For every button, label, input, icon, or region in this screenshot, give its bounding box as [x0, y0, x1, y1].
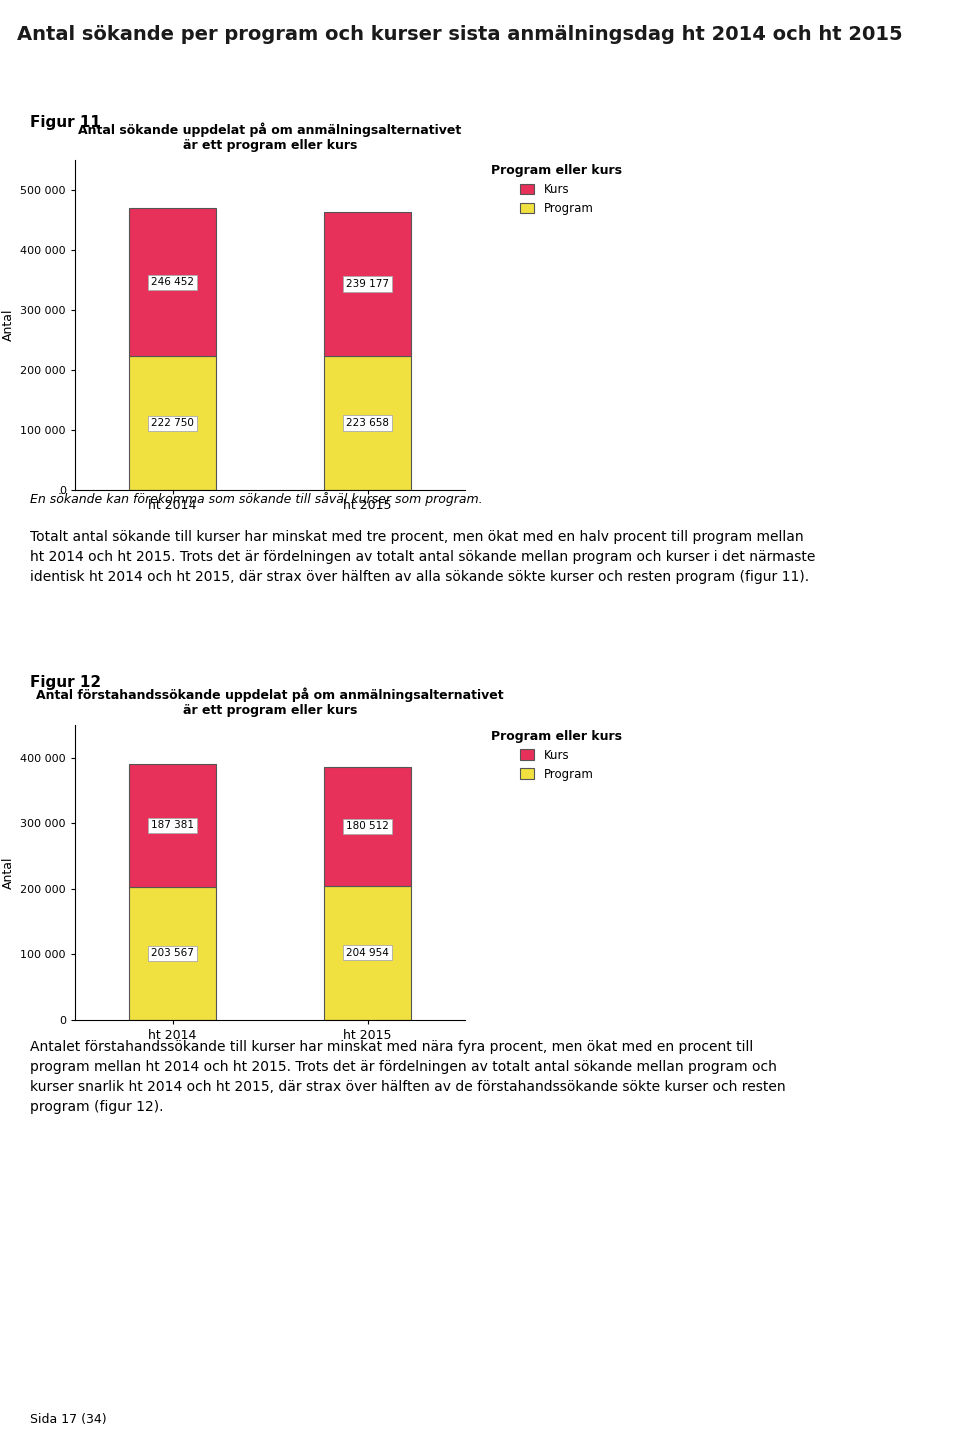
Title: Antal förstahandssökande uppdelat på om anmälningsalternativet
är ett program el: Antal förstahandssökande uppdelat på om …	[36, 688, 504, 717]
Text: 239 177: 239 177	[346, 279, 389, 289]
Text: 223 658: 223 658	[346, 418, 389, 428]
Bar	[129, 209, 216, 357]
Bar	[324, 768, 412, 885]
Bar	[324, 885, 412, 1020]
Title: Antal sökande uppdelat på om anmälningsalternativet
är ett program eller kurs: Antal sökande uppdelat på om anmälningsa…	[79, 122, 462, 152]
Text: 246 452: 246 452	[151, 277, 194, 287]
Text: 203 567: 203 567	[151, 949, 194, 958]
Text: Antal sökande per program och kurser sista anmälningsdag ht 2014 och ht 2015: Antal sökande per program och kurser sis…	[17, 25, 903, 45]
Text: Totalt antal sökande till kurser har minskat med tre procent, men ökat med en ha: Totalt antal sökande till kurser har min…	[30, 530, 815, 585]
Text: 204 954: 204 954	[346, 948, 389, 958]
Text: 187 381: 187 381	[151, 820, 194, 830]
Y-axis label: Antal: Antal	[2, 856, 14, 889]
Y-axis label: Antal: Antal	[2, 309, 14, 341]
Bar	[324, 355, 412, 490]
Bar	[129, 887, 216, 1020]
Text: Sida 17 (34): Sida 17 (34)	[30, 1412, 107, 1425]
Bar	[324, 212, 412, 355]
Bar	[129, 763, 216, 887]
Text: En sökande kan förekomma som sökande till såväl kurser som program.: En sökande kan förekomma som sökande til…	[30, 492, 483, 506]
Text: Figur 12: Figur 12	[30, 675, 101, 691]
Bar	[129, 357, 216, 490]
Text: 180 512: 180 512	[346, 821, 389, 831]
Legend: Kurs, Program: Kurs, Program	[487, 160, 627, 219]
Text: 222 750: 222 750	[151, 418, 194, 428]
Text: Figur 11: Figur 11	[30, 115, 101, 131]
Text: Antalet förstahandssökande till kurser har minskat med nära fyra procent, men ök: Antalet förstahandssökande till kurser h…	[30, 1040, 785, 1114]
Legend: Kurs, Program: Kurs, Program	[487, 726, 627, 785]
